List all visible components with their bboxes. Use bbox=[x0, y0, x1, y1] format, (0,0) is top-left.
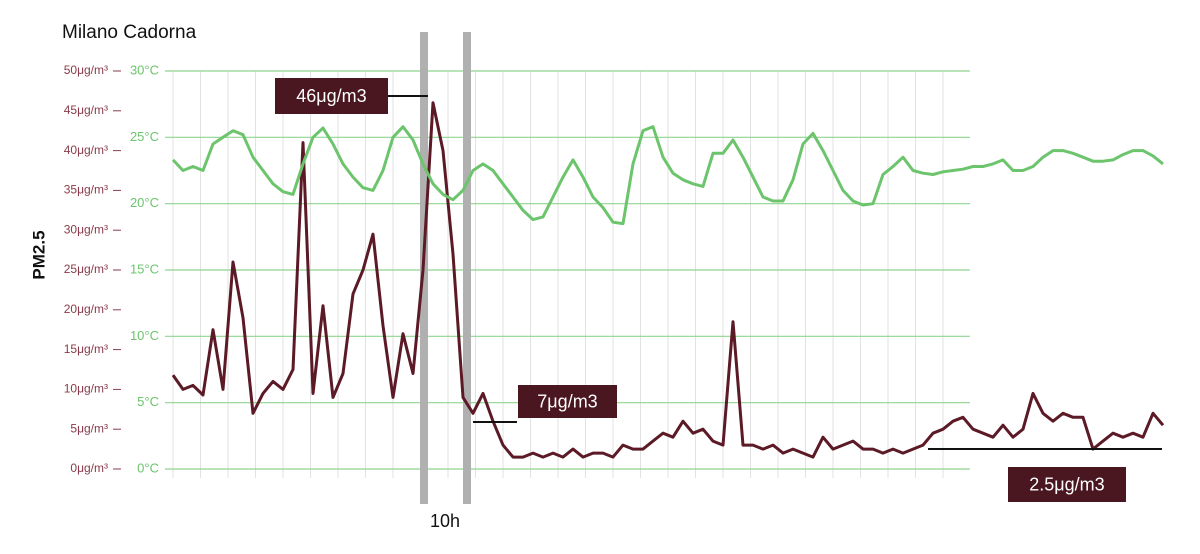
annotation-box bbox=[518, 385, 617, 418]
y-tick-label: 40μg/m³ bbox=[64, 143, 108, 157]
y-axis-label: PM2.5 bbox=[29, 230, 48, 279]
y2-tick-label: 30°C bbox=[130, 62, 159, 77]
y-tick-label: 15μg/m³ bbox=[64, 342, 108, 356]
y-tick-label: 35μg/m³ bbox=[64, 183, 108, 197]
series-line bbox=[171, 101, 1165, 459]
y-tick-label: 50μg/m³ bbox=[64, 63, 108, 77]
annotation-box bbox=[1008, 467, 1126, 502]
y-tick-label: 10μg/m³ bbox=[64, 382, 108, 396]
y2-tick-label: 0°C bbox=[137, 460, 159, 475]
y2-tick-label: 20°C bbox=[130, 195, 159, 210]
annotation-box bbox=[275, 78, 388, 114]
y-tick-label: 0μg/m³ bbox=[70, 461, 108, 475]
y2-tick-label: 25°C bbox=[130, 129, 159, 144]
y-tick-label: 5μg/m³ bbox=[70, 421, 108, 435]
y-tick-label: 20μg/m³ bbox=[64, 302, 108, 316]
annotation: 2.5μg/m3 bbox=[1029, 474, 1104, 494]
annotation: 46μg/m3 bbox=[296, 86, 366, 106]
y2-tick-label: 10°C bbox=[130, 328, 159, 343]
y-tick-label: 45μg/m³ bbox=[64, 103, 108, 117]
y2-tick-label: 15°C bbox=[130, 261, 159, 276]
y-tick-label: 25μg/m³ bbox=[64, 262, 108, 276]
series-line bbox=[171, 125, 1164, 226]
annotation: 7μg/m3 bbox=[537, 391, 597, 411]
y-tick-label: 30μg/m³ bbox=[64, 222, 108, 236]
annotation: 10h bbox=[430, 511, 460, 531]
chart-title: Milano Cadorna bbox=[62, 22, 197, 43]
highlight-bar bbox=[463, 32, 471, 504]
y2-tick-label: 5°C bbox=[137, 394, 159, 409]
